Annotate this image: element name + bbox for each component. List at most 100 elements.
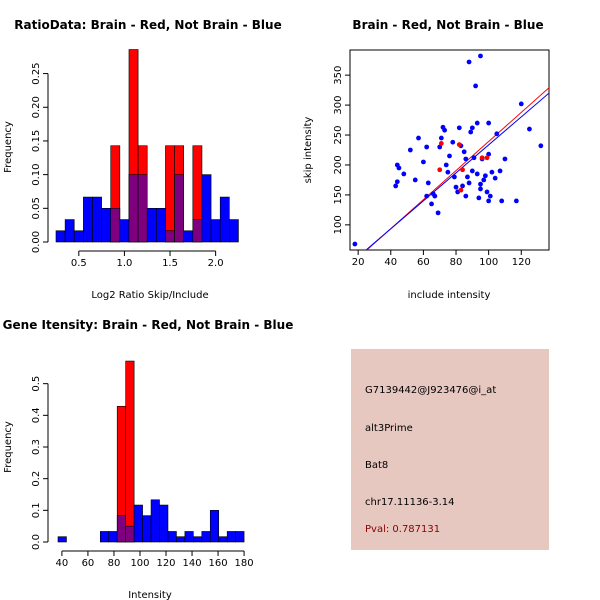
- chart3-plot: 40 60 80 100 120 140 160 180 0.0 0.1 0.2 0.3 0.4 0.5: [31, 360, 254, 569]
- chart3-bar-not-brain: [226, 531, 236, 543]
- chart2-point-not-brain: [499, 198, 505, 204]
- chart1-bar-not-brain: [128, 174, 139, 243]
- chart2-point-not-brain: [466, 180, 472, 186]
- chart3-bar-not-brain: [142, 515, 152, 543]
- chart3-x-tick-label: 140: [182, 558, 201, 569]
- chart1-bar-not-brain: [229, 219, 239, 243]
- chart2-point-not-brain: [393, 183, 399, 189]
- chart1-y-tick-label: 0.10: [31, 163, 42, 185]
- chart2-point-not-brain: [430, 191, 436, 197]
- chart2-xlabel: include intensity: [408, 290, 491, 301]
- chart2-point-not-brain: [352, 241, 358, 247]
- chart2-x-tick-label: 120: [512, 257, 531, 268]
- chart2-point-not-brain: [429, 201, 434, 207]
- chart2-point-not-brain: [486, 120, 492, 126]
- chart2-point-not-brain: [450, 139, 456, 145]
- chart2-point-not-brain: [468, 129, 474, 135]
- chart1-x-tick-label: 0.5: [71, 258, 87, 269]
- chart2-point-brain: [484, 155, 490, 161]
- chart3-y-tick-label: 0.0: [31, 534, 42, 550]
- chart2-point-brain: [456, 142, 462, 148]
- chart3-bar-not-brain: [99, 531, 110, 543]
- chart2-point-not-brain: [473, 83, 478, 89]
- chart1-bar-not-brain: [55, 230, 66, 243]
- chart3-bar-not-brain: [150, 499, 160, 543]
- chart2-x-tick-label: 60: [417, 257, 430, 268]
- chart1-xlabel: Log2 Ratio Skip/Include: [91, 290, 208, 301]
- chart2-point-not-brain: [443, 162, 449, 168]
- chart3-bar-not-brain: [57, 536, 67, 543]
- chart1-bar-not-brain: [119, 219, 130, 243]
- chart2-point-not-brain: [469, 168, 475, 174]
- chart3-y-tick-label: 0.3: [31, 439, 42, 455]
- chromosome-location: chr17.11136-3.14: [365, 497, 455, 508]
- chart1-bar-not-brain: [146, 208, 157, 243]
- chart3-bar-brain: [125, 360, 135, 543]
- chart1-y-tick-label: 0.05: [31, 197, 42, 219]
- chart2-point-not-brain: [412, 177, 418, 183]
- chart3-x-tick-label: 180: [235, 558, 254, 569]
- chart3-x-tick-label: 60: [82, 558, 95, 569]
- chart3-bar-not-brain: [159, 504, 169, 543]
- chart1-bar-not-brain: [83, 196, 93, 243]
- chart1-y-tick-label: 0.20: [31, 96, 42, 118]
- chart2-point-not-brain: [469, 125, 475, 131]
- chart2-point-not-brain: [435, 210, 441, 216]
- chart1-bar-not-brain: [137, 174, 148, 243]
- chart2-point-not-brain: [416, 135, 421, 141]
- chart2-point-not-brain: [394, 179, 400, 185]
- chart3-bar-not-brain: [116, 515, 126, 543]
- chart1-bar-not-brain: [110, 208, 121, 243]
- chart1-bar-not-brain: [92, 196, 102, 243]
- chart3-y-tick-label: 0.4: [31, 407, 42, 423]
- chart2-y-tick-label: 350: [333, 66, 344, 85]
- chart3-title: Gene Itensity: Brain - Red, Not Brain - …: [3, 318, 294, 332]
- chart2-y-tick-label: 200: [333, 155, 344, 174]
- chart2-point-not-brain: [513, 198, 519, 204]
- chart2-point-not-brain: [518, 101, 524, 107]
- probe-id: G7139442@J923476@i_at: [365, 385, 497, 396]
- chart2-point-not-brain: [538, 143, 544, 149]
- chart1-bar-not-brain: [156, 208, 166, 243]
- chart2-point-not-brain: [478, 53, 483, 59]
- chart1-x-tick-label: 1.0: [116, 258, 132, 269]
- info-panel: G7139442@J923476@i_at alt3Prime Bat8 chr…: [351, 349, 549, 550]
- chart1-x-tick-label: 2.0: [208, 258, 224, 269]
- chart2-point-not-brain: [424, 144, 430, 150]
- chart2-frame: [349, 49, 550, 251]
- chart2-y-tick-label: 300: [333, 96, 344, 115]
- chart3-x-tick-label: 40: [56, 558, 69, 569]
- chart2-fit-lines: [365, 87, 549, 250]
- chart1-bar-not-brain: [174, 174, 185, 243]
- chart2-point-not-brain: [401, 171, 407, 177]
- chart2-x-tick-label: 20: [352, 257, 365, 268]
- chart2-point-not-brain: [476, 195, 482, 201]
- chart2-point-not-brain: [492, 175, 498, 181]
- chart2-point-not-brain: [460, 183, 465, 189]
- chart2-point-not-brain: [487, 193, 493, 199]
- chart2-point-not-brain: [466, 59, 472, 65]
- chart2-point-brain: [460, 167, 465, 173]
- chart2-point-not-brain: [486, 151, 492, 157]
- chart2-point-not-brain: [463, 156, 469, 162]
- chart1-bar-not-brain: [201, 174, 212, 243]
- chart3-bar-not-brain: [235, 531, 245, 543]
- chart2-point-not-brain: [407, 147, 413, 153]
- chart2-point-brain: [437, 167, 443, 173]
- chart2-point-not-brain: [478, 181, 483, 187]
- chart1-y-tick-label: 0.25: [31, 62, 42, 84]
- chart2-point-not-brain: [445, 169, 451, 175]
- chart1-x-tick-label: 1.5: [162, 258, 178, 269]
- chart2-point-not-brain: [438, 135, 444, 141]
- chart1-bar-not-brain: [183, 230, 194, 243]
- chart2-point-not-brain: [465, 174, 470, 180]
- chart1-y-tick-label: 0.00: [31, 231, 42, 253]
- chart2-point-not-brain: [497, 168, 503, 174]
- chart2-point-not-brain: [486, 198, 492, 204]
- event-type: alt3Prime: [365, 423, 413, 434]
- chart2-point-not-brain: [471, 155, 477, 161]
- chart1-bar-not-brain: [64, 219, 75, 243]
- chart3-bar-not-brain: [193, 536, 203, 543]
- chart1-bar-not-brain: [73, 230, 84, 243]
